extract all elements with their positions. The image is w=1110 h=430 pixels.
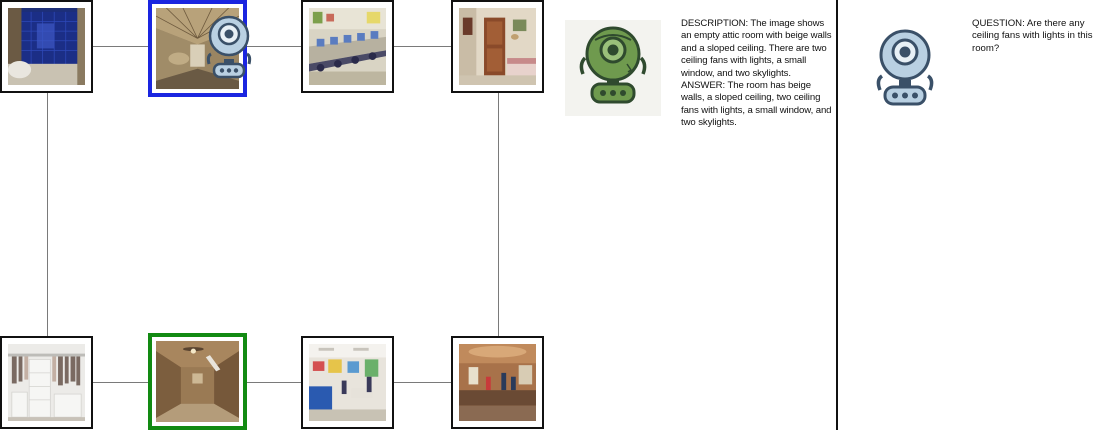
- panel-divider: [836, 0, 838, 430]
- answer-text: DESCRIPTION: The image shows an empty at…: [681, 18, 832, 129]
- edge-bathroom-attic: [93, 46, 151, 47]
- node-classroom[interactable]: [301, 336, 394, 429]
- node-computer-lab[interactable]: [301, 0, 394, 93]
- blue-robot-icon: [872, 28, 938, 108]
- computer-lab-thumbnail: [309, 8, 386, 85]
- node-lobby[interactable]: [451, 336, 544, 429]
- edge-computer-lab-bedroom: [394, 46, 452, 47]
- edge-bedroom-lobby: [498, 93, 499, 337]
- edge-bathroom-closet: [47, 93, 48, 337]
- node-bathroom[interactable]: [0, 0, 93, 93]
- node-closet[interactable]: [0, 336, 93, 429]
- bathroom-thumbnail: [8, 8, 85, 85]
- edge-closet-attic-fans: [93, 382, 150, 383]
- closet-thumbnail: [8, 344, 85, 421]
- edge-classroom-lobby: [394, 382, 452, 383]
- question-text: QUESTION: Are there any ceiling fans wit…: [972, 18, 1093, 54]
- edge-attic-fans-classroom: [246, 382, 302, 383]
- current-position-robot-icon: [203, 14, 255, 82]
- classroom-thumbnail: [309, 344, 386, 421]
- lobby-thumbnail: [459, 344, 536, 421]
- edge-attic-computer-lab: [246, 46, 302, 47]
- attic-fans-thumbnail: [156, 341, 239, 422]
- green-robot-icon: [565, 20, 661, 116]
- node-bedroom[interactable]: [451, 0, 544, 93]
- bedroom-thumbnail: [459, 8, 536, 85]
- node-attic-fans-target[interactable]: [148, 333, 247, 430]
